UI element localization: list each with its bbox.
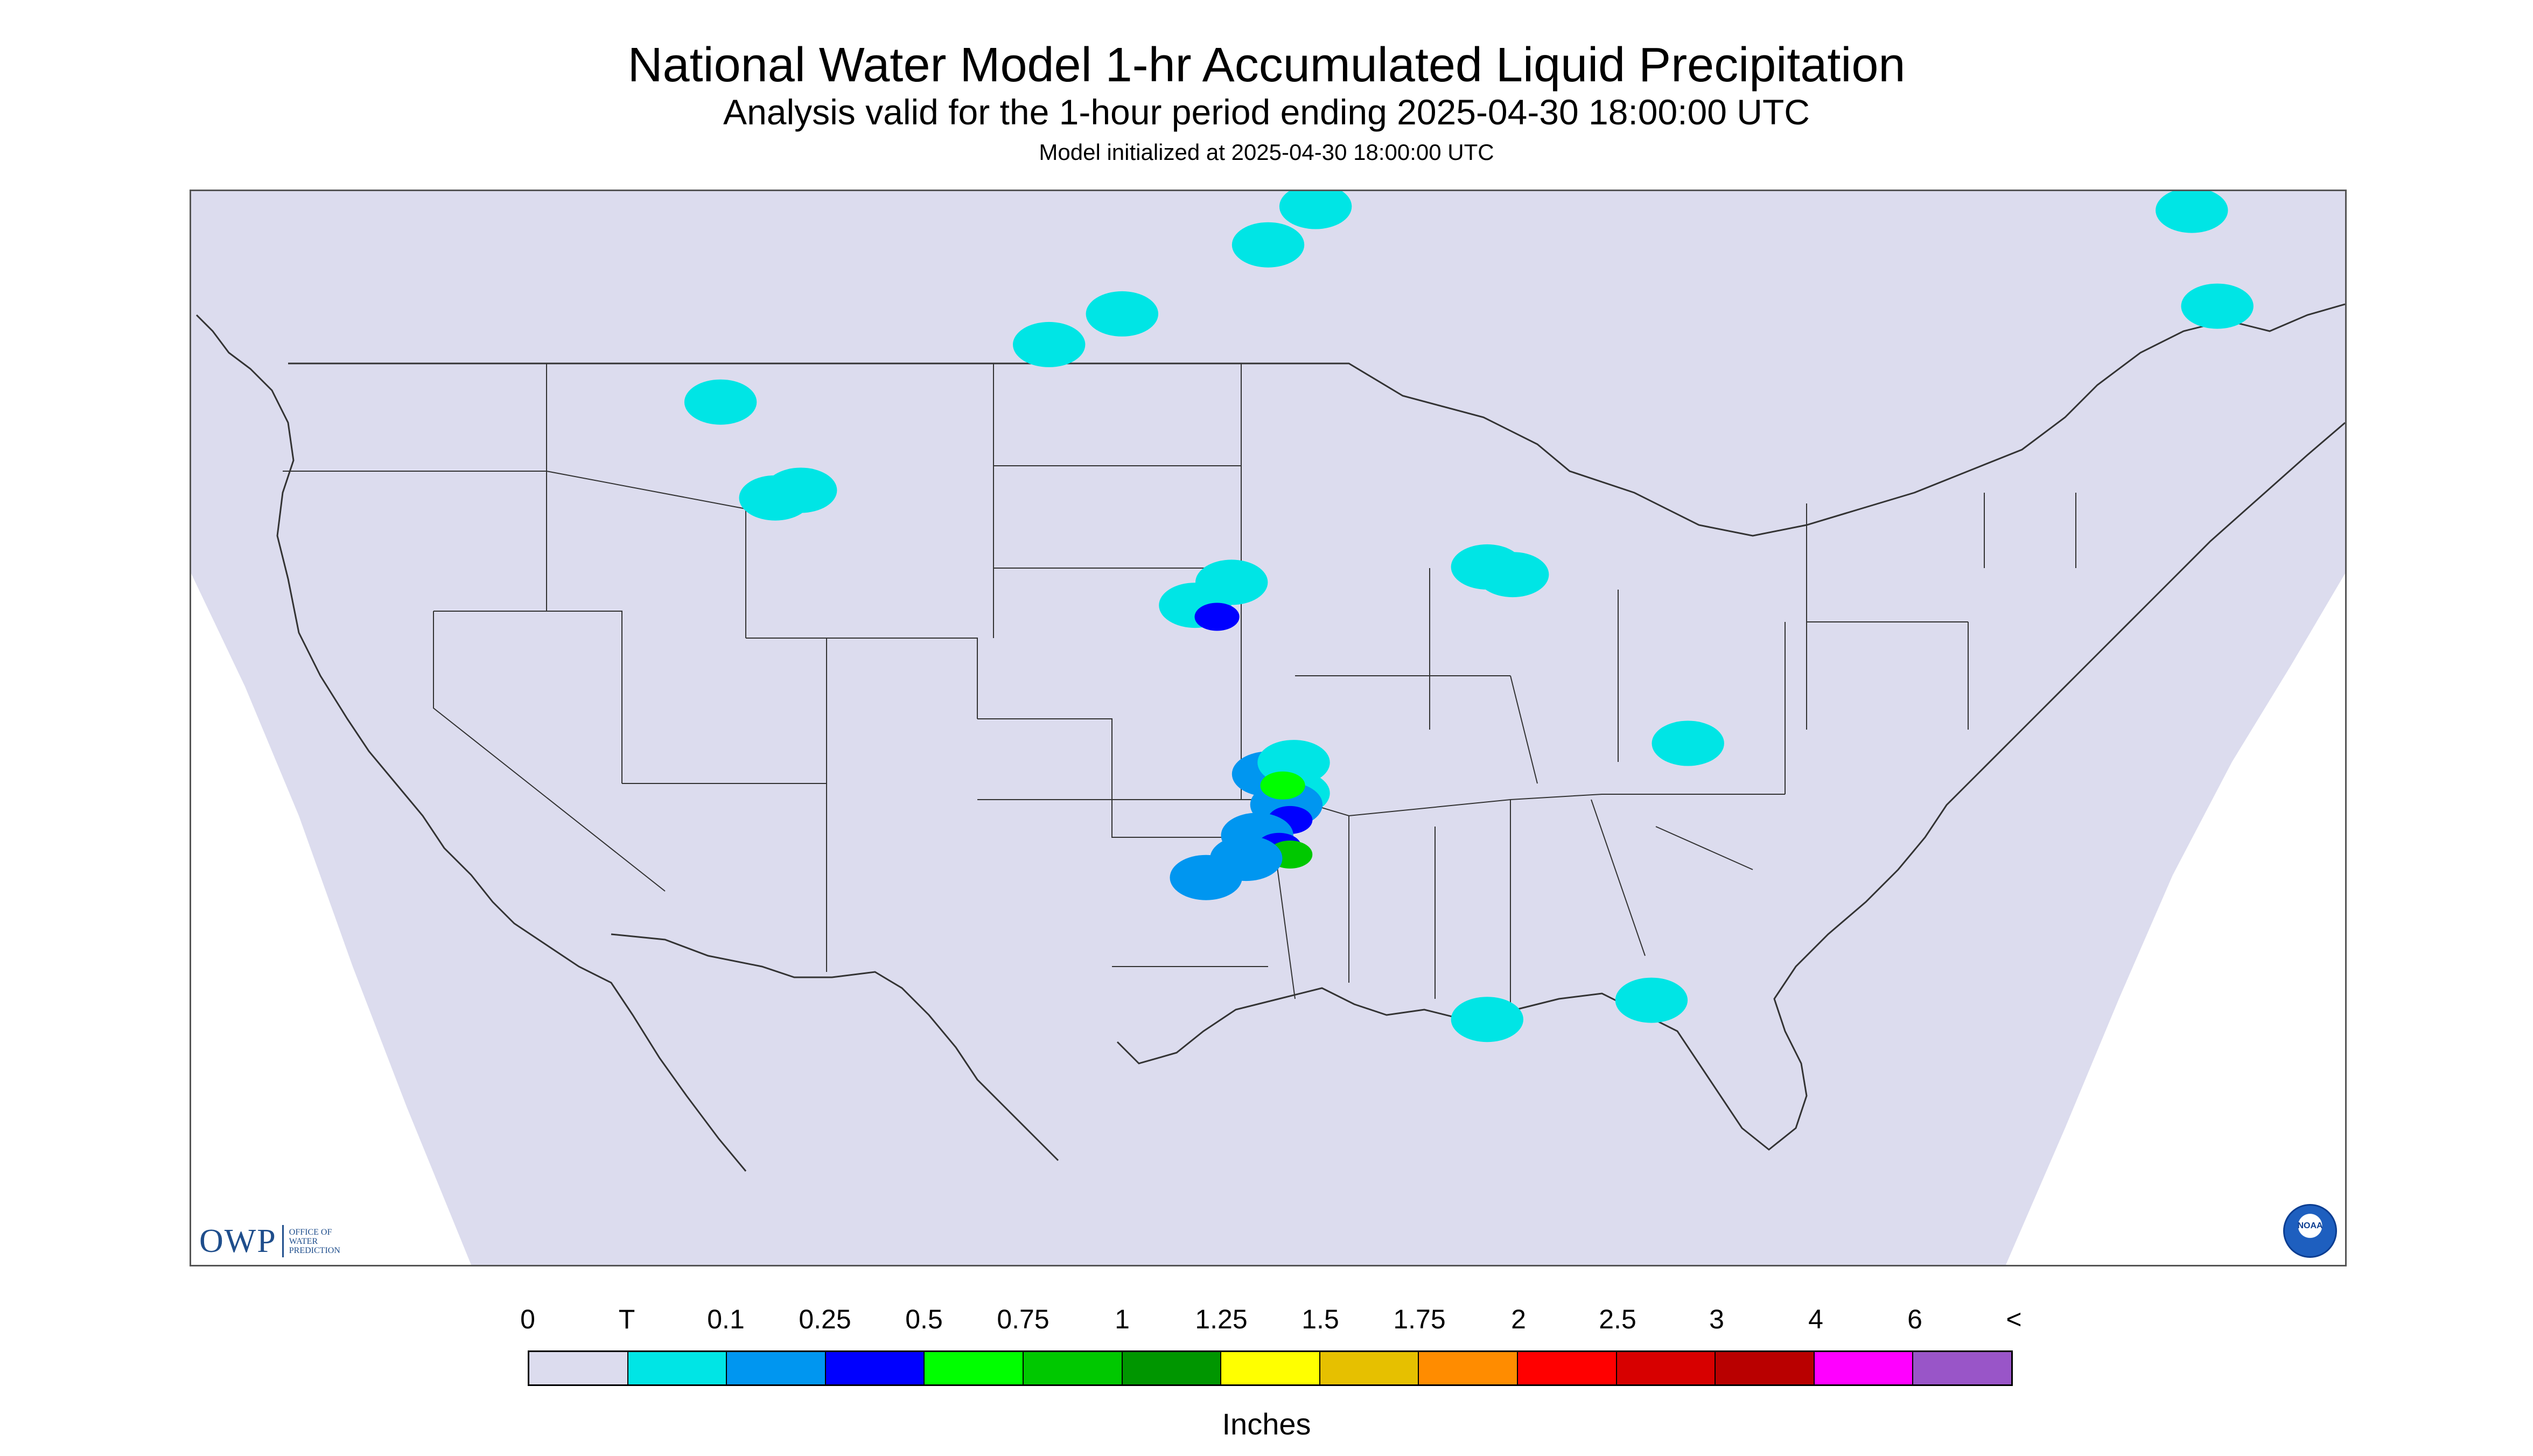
precip-cell xyxy=(1195,559,1268,605)
us-mexico-border xyxy=(611,933,1059,1161)
legend-swatch xyxy=(1320,1352,1419,1384)
precip-cell xyxy=(1279,191,1352,229)
us-canada-border xyxy=(288,303,2345,537)
legend-tick-label: 2 xyxy=(1511,1304,1526,1334)
precipitation-map[interactable] xyxy=(190,190,2347,1266)
owp-logo-divider xyxy=(282,1225,284,1257)
precip-cell xyxy=(1652,720,1724,766)
legend-tick-label: < xyxy=(2006,1304,2022,1334)
legend-swatch xyxy=(1716,1352,1815,1384)
precip-cell xyxy=(1231,222,1305,268)
precip-cell xyxy=(1451,997,1523,1042)
legend-tick-label: T xyxy=(618,1304,635,1334)
state-borders xyxy=(283,363,2076,1010)
legend-swatch xyxy=(925,1352,1024,1384)
legend-tick-label: 3 xyxy=(1709,1304,1724,1334)
owp-logo-mark: OWP xyxy=(199,1223,277,1259)
legend-tick-label: 0 xyxy=(520,1304,535,1334)
precip-cell xyxy=(1086,291,1158,337)
precip-cell xyxy=(1477,552,1549,598)
legend-tick-label: 1 xyxy=(1115,1304,1130,1334)
precip-cell xyxy=(1170,855,1242,900)
precip-cell xyxy=(2181,283,2254,329)
owp-logo: OWP Office of Water Prediction xyxy=(199,1222,340,1260)
precip-cell xyxy=(1615,977,1688,1023)
legend-units: Inches xyxy=(1222,1407,1311,1441)
precip-cell xyxy=(1260,771,1305,800)
legend-tick-label: 0.25 xyxy=(799,1304,851,1334)
legend-swatch xyxy=(825,1352,925,1384)
precip-cell xyxy=(765,467,837,513)
legend-tick-label: 0.5 xyxy=(905,1304,943,1334)
precip-cell xyxy=(1194,603,1240,631)
legend-swatch xyxy=(1221,1352,1320,1384)
projection-domain xyxy=(191,191,2345,1265)
legend-swatch xyxy=(727,1352,826,1384)
legend-swatch xyxy=(1122,1352,1222,1384)
owp-logo-text: Office of Water Prediction xyxy=(289,1227,340,1255)
legend-swatch xyxy=(628,1352,727,1384)
legend-swatch xyxy=(1617,1352,1716,1384)
model-init-time: Model initialized at 2025-04-30 18:00:00… xyxy=(1039,139,1494,165)
coastline-and-borders xyxy=(195,314,2345,1172)
legend-swatch xyxy=(1419,1352,1518,1384)
legend-colorbar xyxy=(528,1350,2013,1386)
map-title: National Water Model 1-hr Accumulated Li… xyxy=(627,38,1906,92)
noaa-logo-text: NOAA xyxy=(2297,1221,2323,1230)
legend-swatch xyxy=(1023,1352,1123,1384)
legend-tick-label: 0.1 xyxy=(707,1304,745,1334)
legend-swatch xyxy=(1913,1352,2011,1384)
legend-tick-label: 4 xyxy=(1808,1304,1823,1334)
legend-labels: 0 T 0.1 0.25 0.5 0.75 1 1.25 1.5 1.75 2 2.5 3 4 6 < xyxy=(520,1303,2022,1341)
legend-tick-label: 1.5 xyxy=(1302,1304,1339,1334)
legend-swatch xyxy=(1517,1352,1617,1384)
legend-tick-label: 1.75 xyxy=(1393,1304,1446,1334)
precip-cell xyxy=(2156,191,2228,233)
legend-tick-label: 1.25 xyxy=(1195,1304,1248,1334)
map-canvas xyxy=(191,191,2345,1265)
legend-tick-label: 2.5 xyxy=(1599,1304,1636,1334)
legend-swatch xyxy=(529,1352,628,1384)
legend-tick-label: 0.75 xyxy=(997,1304,1049,1334)
legend-tick-label: 6 xyxy=(1907,1304,1922,1334)
map-subtitle: Analysis valid for the 1-hour period end… xyxy=(723,92,1810,132)
noaa-logo: NOAA xyxy=(2283,1204,2337,1258)
legend-swatch xyxy=(1814,1352,1914,1384)
precip-cell xyxy=(684,379,757,425)
precip-cell xyxy=(1013,321,1086,367)
